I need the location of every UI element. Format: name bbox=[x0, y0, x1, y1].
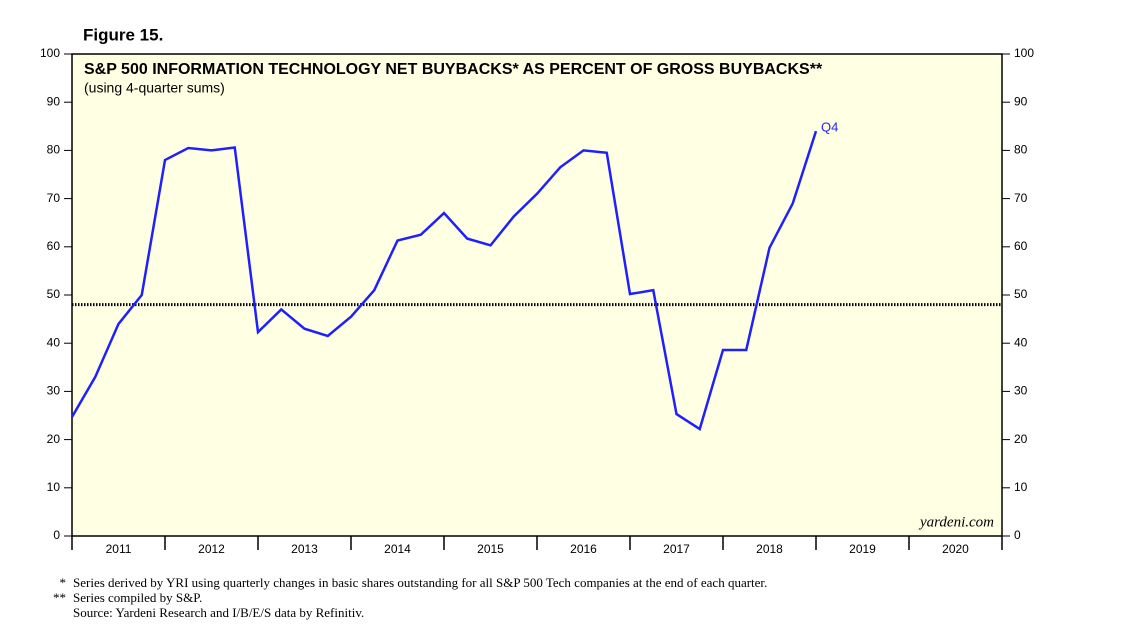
y-tick-label: 30 bbox=[47, 384, 61, 398]
footnote-marker: * bbox=[60, 575, 67, 590]
x-tick-label: 2011 bbox=[106, 542, 132, 556]
end-label: Q4 bbox=[821, 120, 838, 135]
x-tick-label: 2016 bbox=[570, 542, 597, 556]
watermark: yardeni.com bbox=[918, 514, 994, 530]
y-tick-label: 20 bbox=[47, 432, 61, 446]
footnote-text: Source: Yardeni Research and I/B/E/S dat… bbox=[73, 605, 364, 620]
x-tick-label: 2015 bbox=[477, 542, 504, 556]
y-tick-label: 90 bbox=[47, 94, 61, 108]
footnote-text: Series derived by YRI using quarterly ch… bbox=[73, 575, 767, 590]
y2-tick-label: 20 bbox=[1014, 432, 1028, 446]
footnote-marker: ** bbox=[53, 590, 66, 605]
footnote-text: Series compiled by S&P. bbox=[73, 590, 202, 605]
y-tick-label: 0 bbox=[53, 528, 60, 542]
figure-label: Figure 15. bbox=[83, 25, 163, 44]
y2-tick-label: 100 bbox=[1014, 46, 1034, 60]
x-tick-label: 2019 bbox=[849, 542, 876, 556]
y2-tick-label: 80 bbox=[1014, 143, 1028, 157]
y-tick-label: 80 bbox=[47, 143, 61, 157]
y2-tick-label: 10 bbox=[1014, 480, 1028, 494]
y2-tick-label: 70 bbox=[1014, 191, 1028, 205]
y2-tick-label: 50 bbox=[1014, 287, 1028, 301]
y2-tick-label: 30 bbox=[1014, 384, 1028, 398]
x-tick-label: 2020 bbox=[942, 542, 969, 556]
y-tick-label: 10 bbox=[47, 480, 61, 494]
chart-subtitle: (using 4-quarter sums) bbox=[84, 80, 225, 96]
x-tick-label: 2012 bbox=[198, 542, 225, 556]
y-tick-label: 60 bbox=[47, 239, 61, 253]
y2-tick-label: 40 bbox=[1014, 335, 1028, 349]
y2-tick-label: 60 bbox=[1014, 239, 1028, 253]
y-tick-label: 100 bbox=[40, 46, 60, 60]
x-tick-label: 2014 bbox=[384, 542, 411, 556]
y2-tick-label: 0 bbox=[1014, 528, 1021, 542]
x-tick-label: 2013 bbox=[291, 542, 318, 556]
x-tick-label: 2018 bbox=[756, 542, 783, 556]
chart-title: S&P 500 INFORMATION TECHNOLOGY NET BUYBA… bbox=[84, 61, 823, 78]
data-line bbox=[70, 130, 818, 431]
plot-frame bbox=[71, 53, 1003, 537]
plot-background bbox=[72, 54, 1002, 536]
y2-tick-label: 90 bbox=[1014, 94, 1028, 108]
y-tick-label: 50 bbox=[47, 287, 61, 301]
y-tick-label: 40 bbox=[47, 335, 61, 349]
y-tick-label: 70 bbox=[47, 191, 61, 205]
x-tick-label: 2017 bbox=[663, 542, 690, 556]
